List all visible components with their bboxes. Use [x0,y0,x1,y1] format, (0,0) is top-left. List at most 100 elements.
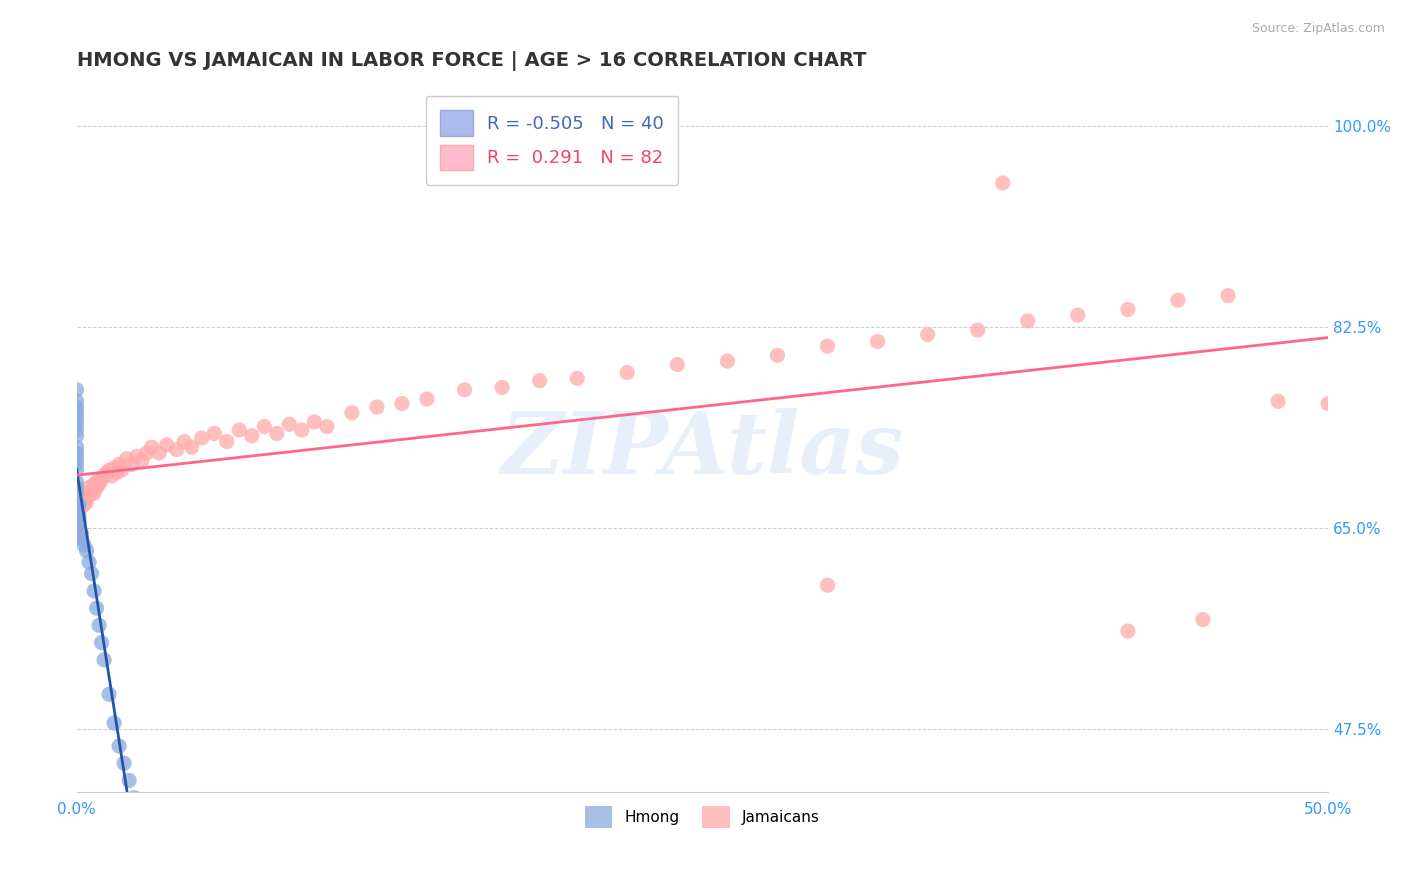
Point [65,509,87,524]
Point [83,477,105,491]
Point [98,463,121,477]
Point [65,451,87,466]
Point [73,498,96,512]
Point [315,419,337,434]
Text: HMONG VS JAMAICAN IN LABOR FORCE | AGE > 16 CORRELATION CHART: HMONG VS JAMAICAN IN LABOR FORCE | AGE >… [76,51,866,70]
Point [67,503,90,517]
Point [80,483,103,498]
Point [156,438,179,452]
Point [966,323,988,337]
Point [65,429,87,443]
Point [110,463,132,477]
Point [125,450,148,464]
Point [93,653,115,667]
Point [112,756,135,771]
Point [1067,308,1090,322]
Point [65,526,87,541]
Point [65,475,87,489]
Point [76,486,98,500]
Point [65,503,87,517]
Point [108,458,131,472]
Point [766,348,789,362]
Point [76,543,98,558]
Point [1017,314,1039,328]
Point [65,495,87,509]
Point [90,472,112,486]
Point [70,495,93,509]
Text: Source: ZipAtlas.com: Source: ZipAtlas.com [1251,22,1385,36]
Point [121,458,143,472]
Legend: Hmong, Jamaicans: Hmong, Jamaicans [578,800,827,834]
Point [67,498,90,512]
Point [77,480,100,494]
Point [228,423,250,437]
Text: ZIPAtlas: ZIPAtlas [501,409,904,491]
Point [215,434,238,449]
Point [103,716,125,731]
Point [86,475,108,489]
Point [1116,624,1139,639]
Point [122,790,145,805]
Point [67,511,90,525]
Point [65,515,87,529]
Point [65,411,87,425]
Point [65,423,87,437]
Point [65,509,87,524]
Point [77,489,100,503]
Point [65,521,87,535]
Point [131,454,153,468]
Point [65,463,87,477]
Point [103,461,125,475]
Point [567,371,589,385]
Point [1167,293,1189,308]
Point [616,366,638,380]
Point [65,406,87,420]
Point [93,469,115,483]
Point [76,495,98,509]
Point [278,417,301,432]
Point [65,394,87,409]
Point [98,687,121,701]
Point [67,509,90,524]
Point [866,334,889,349]
Point [108,739,131,753]
Point [80,566,103,581]
Point [340,406,363,420]
Point [491,380,513,394]
Point [991,176,1014,190]
Point [86,601,108,615]
Point [65,500,87,514]
Point [65,486,87,500]
Point [73,491,96,506]
Point [135,446,157,460]
Point [65,417,87,432]
Point [65,458,87,472]
Point [366,400,388,414]
Point [529,374,551,388]
Point [1267,394,1289,409]
Point [141,440,163,454]
Point [87,477,110,491]
Point [148,446,170,460]
Point [70,526,93,541]
Point [70,532,93,546]
Point [87,618,110,632]
Point [166,442,188,457]
Point [83,486,105,500]
Point [90,635,112,649]
Point [817,578,839,592]
Point [240,429,263,443]
Point [65,498,87,512]
Point [266,426,288,441]
Point [391,396,413,410]
Point [180,440,202,454]
Point [666,358,689,372]
Point [65,521,87,535]
Point [65,446,87,460]
Point [1317,396,1340,410]
Point [65,440,87,454]
Point [202,426,225,441]
Point [453,383,475,397]
Point [118,773,141,788]
Point [253,419,276,434]
